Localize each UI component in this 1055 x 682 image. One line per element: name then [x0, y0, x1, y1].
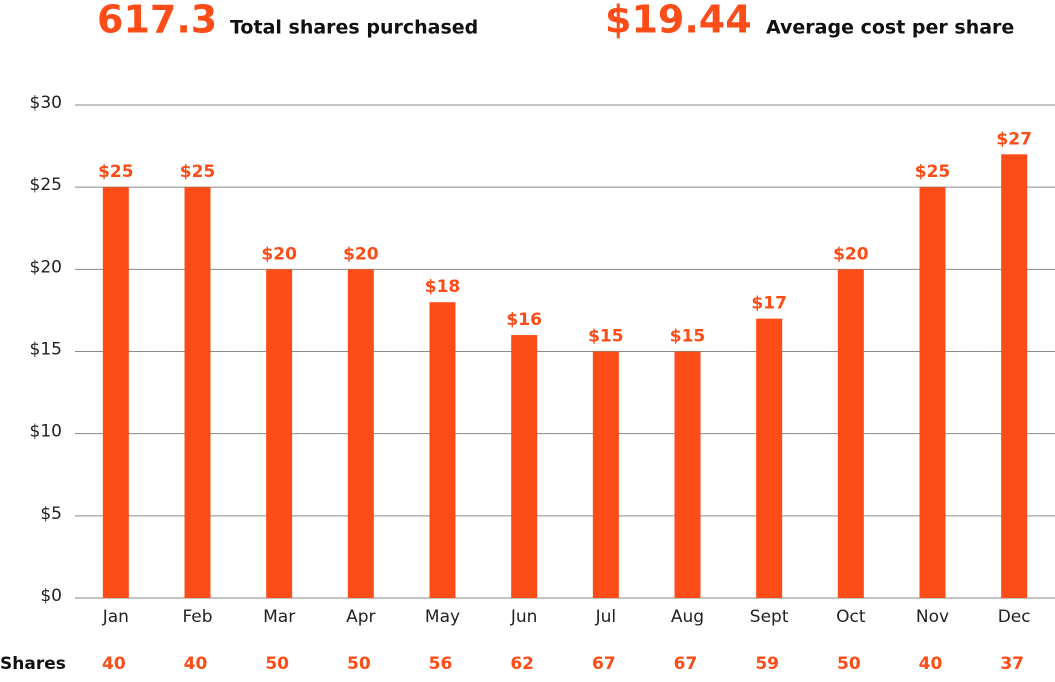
x-tick-label: Dec: [998, 607, 1031, 627]
shares-value: 50: [347, 654, 371, 674]
x-tick-label: May: [425, 607, 460, 627]
x-tick-label: Oct: [836, 607, 866, 627]
x-tick-label: Jul: [595, 607, 617, 627]
bar: [1001, 154, 1028, 599]
shares-value: 50: [265, 654, 289, 674]
x-tick-label: Jan: [102, 607, 129, 627]
bar: [347, 269, 374, 598]
bar: [592, 351, 619, 598]
bar: [511, 335, 538, 598]
y-tick-label: $0: [40, 586, 62, 606]
stat-value: $19.44: [605, 0, 752, 42]
shares-value: 67: [592, 654, 616, 674]
y-tick-label: $5: [40, 504, 62, 524]
shares-value: 40: [184, 654, 208, 674]
y-tick-label: $25: [30, 175, 62, 195]
shares-label: Shares: [0, 654, 66, 674]
stat-caption: Average cost per share: [766, 17, 1014, 39]
value-label: $15: [670, 327, 706, 347]
value-label: $18: [425, 277, 461, 297]
x-tick-label: Nov: [916, 607, 949, 627]
shares-value: 67: [674, 654, 698, 674]
value-label: $25: [915, 162, 951, 182]
bar: [919, 187, 946, 598]
x-tick-label: Jun: [510, 607, 538, 627]
y-tick-label: $30: [30, 93, 62, 113]
value-label: $25: [98, 162, 134, 182]
stat-value: 617.3: [97, 0, 217, 42]
y-tick-label: $10: [30, 422, 62, 442]
shares-value: 50: [837, 654, 861, 674]
x-tick-label: Feb: [182, 607, 212, 627]
shares-value: 62: [510, 654, 534, 674]
shares-value: 37: [1000, 654, 1024, 674]
shares-value: 40: [919, 654, 943, 674]
value-label: $17: [751, 294, 787, 314]
value-label: $25: [180, 162, 216, 182]
value-label: $20: [833, 244, 869, 264]
x-tick-label: Mar: [263, 607, 295, 627]
bar: [102, 187, 129, 598]
bar: [674, 351, 701, 598]
value-label: $16: [506, 310, 542, 330]
value-label: $27: [996, 129, 1032, 149]
bar: [756, 318, 783, 598]
y-tick-label: $15: [30, 340, 62, 360]
stat-caption: Total shares purchased: [230, 17, 478, 39]
bar: [429, 302, 456, 598]
bar: [184, 187, 211, 598]
shares-value: 40: [102, 654, 126, 674]
x-tick-label: Aug: [671, 607, 704, 627]
x-tick-label: Apr: [346, 607, 375, 627]
value-label: $15: [588, 327, 624, 347]
bar: [266, 269, 293, 598]
shares-value: 56: [429, 654, 453, 674]
bar: [837, 269, 864, 598]
y-tick-label: $20: [30, 257, 62, 277]
shares-value: 59: [755, 654, 779, 674]
value-label: $20: [261, 244, 297, 264]
value-label: $20: [343, 244, 379, 264]
x-tick-label: Sept: [750, 607, 789, 627]
